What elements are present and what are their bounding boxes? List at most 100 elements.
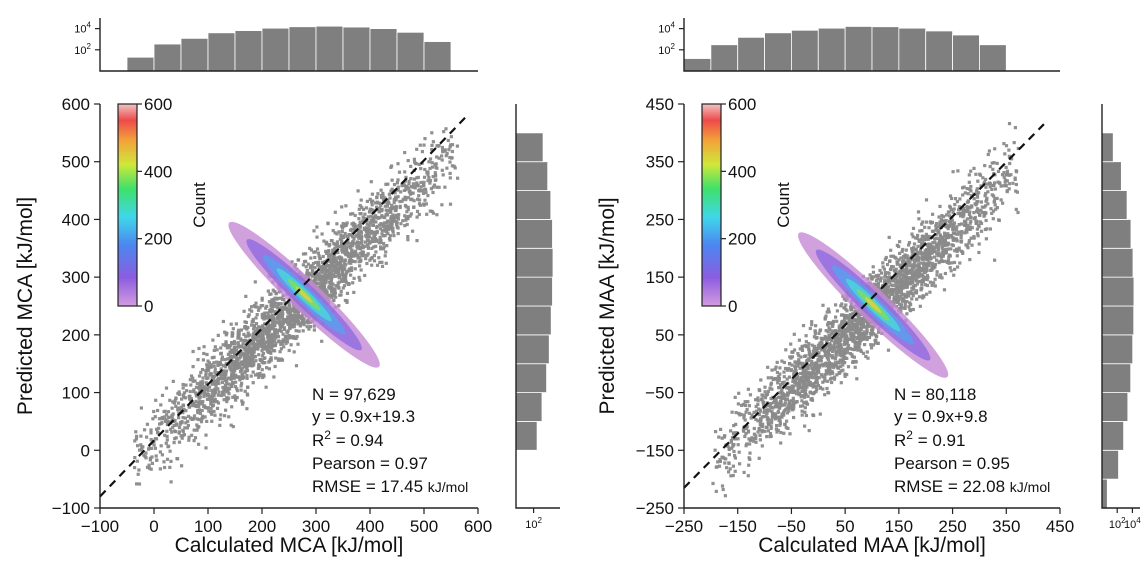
- point: [824, 329, 828, 333]
- point: [907, 305, 911, 309]
- point: [430, 143, 434, 147]
- point: [839, 346, 844, 350]
- point: [935, 270, 939, 274]
- point: [231, 381, 235, 385]
- point: [766, 376, 770, 380]
- point: [232, 351, 237, 355]
- point: [814, 324, 818, 328]
- point: [764, 425, 768, 429]
- point: [944, 250, 948, 254]
- point: [842, 342, 846, 347]
- point: [370, 203, 374, 207]
- point: [256, 308, 261, 312]
- point: [788, 432, 792, 436]
- point: [863, 337, 867, 341]
- point: [394, 204, 398, 209]
- point: [249, 374, 253, 378]
- point: [409, 164, 413, 168]
- point: [235, 395, 239, 400]
- point: [770, 387, 774, 391]
- point: [317, 275, 321, 279]
- point: [327, 264, 332, 268]
- point: [198, 411, 202, 415]
- point: [785, 368, 790, 372]
- point: [204, 369, 208, 373]
- point: [273, 290, 277, 294]
- point: [236, 358, 240, 362]
- point: [896, 299, 900, 303]
- point: [296, 319, 300, 323]
- top-hist-bar: [234, 30, 263, 72]
- point: [943, 271, 947, 276]
- point: [184, 383, 188, 387]
- point: [809, 362, 814, 366]
- point: [264, 345, 268, 349]
- right-hist-bar: [515, 276, 553, 307]
- point: [412, 199, 416, 203]
- point: [935, 273, 939, 277]
- point: [378, 216, 382, 220]
- point: [165, 457, 170, 461]
- point: [958, 211, 962, 215]
- point: [337, 230, 341, 234]
- point: [353, 260, 357, 264]
- point: [399, 190, 403, 194]
- point: [365, 222, 369, 226]
- point: [180, 420, 184, 424]
- point: [732, 437, 736, 441]
- point: [898, 272, 902, 276]
- point: [939, 273, 943, 277]
- point: [209, 365, 213, 369]
- point: [246, 340, 250, 344]
- point: [782, 403, 787, 407]
- top-hist-bar: [315, 25, 344, 72]
- point: [843, 374, 847, 378]
- point: [407, 196, 411, 200]
- point: [410, 191, 414, 195]
- point: [313, 274, 317, 278]
- point: [782, 394, 786, 399]
- point: [937, 229, 941, 233]
- point: [894, 283, 898, 288]
- point: [361, 244, 365, 248]
- point: [188, 378, 192, 382]
- point: [814, 384, 818, 388]
- point: [311, 268, 315, 272]
- point: [450, 143, 455, 147]
- point: [958, 197, 962, 201]
- point: [896, 278, 900, 283]
- point: [435, 144, 439, 148]
- point: [904, 280, 908, 284]
- point: [996, 169, 1001, 173]
- point: [133, 466, 137, 470]
- point: [340, 279, 344, 283]
- point: [278, 317, 282, 321]
- point: [377, 210, 381, 214]
- point: [779, 383, 783, 387]
- point: [260, 335, 264, 340]
- point: [336, 284, 340, 288]
- point: [382, 245, 386, 249]
- point: [272, 334, 276, 338]
- point: [921, 220, 925, 224]
- point: [815, 376, 819, 380]
- point: [365, 199, 369, 203]
- point: [259, 344, 264, 348]
- point: [342, 279, 347, 283]
- point: [828, 367, 832, 371]
- point: [823, 349, 827, 354]
- point: [212, 380, 216, 384]
- point: [164, 441, 168, 445]
- point: [246, 385, 250, 389]
- point: [426, 173, 430, 177]
- point: [351, 281, 355, 285]
- point: [430, 131, 434, 135]
- point: [301, 263, 305, 267]
- point: [976, 179, 980, 183]
- point: [164, 419, 168, 423]
- point: [837, 326, 841, 331]
- point: [782, 431, 786, 435]
- point: [974, 172, 978, 176]
- point: [967, 180, 971, 184]
- point: [778, 366, 782, 370]
